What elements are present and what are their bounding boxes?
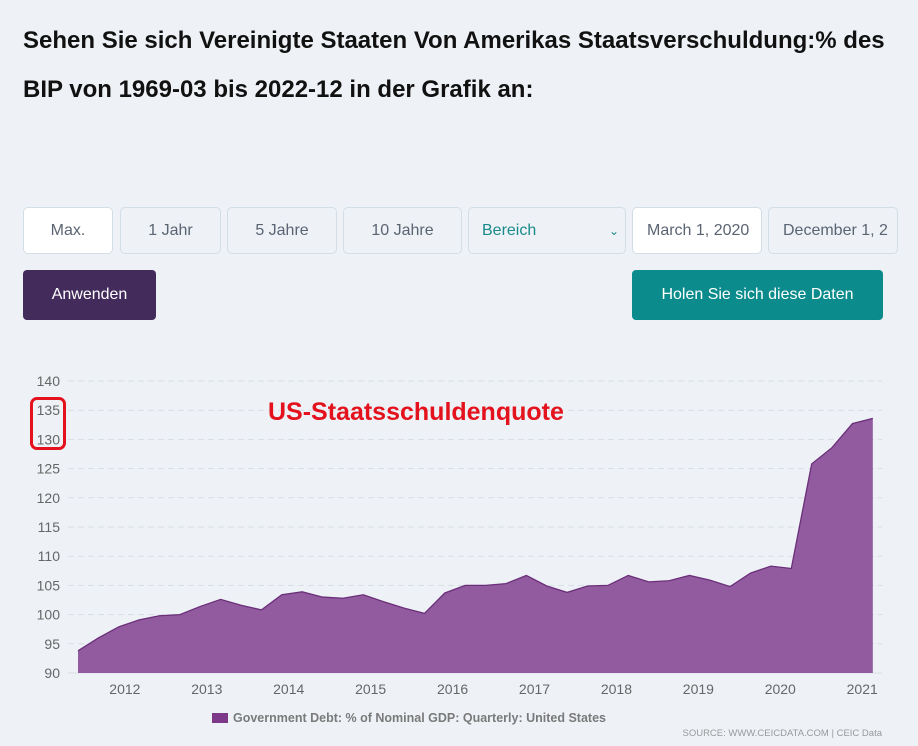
page-title: Sehen Sie sich Vereinigte Staaten Von Am… — [23, 27, 885, 103]
get-data-button[interactable]: Holen Sie sich diese Daten — [632, 270, 883, 320]
tick-highlight-box — [30, 397, 66, 450]
start-date-input[interactable]: March 1, 2020 — [632, 207, 762, 254]
range-select-value: Bereich — [482, 221, 537, 239]
y-tick-label: 90 — [44, 665, 60, 681]
range-1-year-button[interactable]: 1 Jahr — [120, 207, 221, 254]
range-select[interactable]: Bereich ⌄ — [468, 207, 626, 254]
x-tick-label: 2012 — [109, 681, 140, 697]
end-date-input[interactable]: December 1, 2 — [768, 207, 898, 254]
apply-button[interactable]: Anwenden — [23, 270, 156, 320]
chevron-down-icon: ⌄ — [608, 223, 619, 238]
area-series — [78, 418, 873, 673]
y-tick-label: 135 — [37, 402, 61, 418]
x-tick-label: 2013 — [191, 681, 222, 697]
y-tick-label: 125 — [37, 461, 61, 477]
range-5-years-button[interactable]: 5 Jahre — [227, 207, 337, 254]
y-tick-label: 115 — [38, 519, 61, 535]
x-tick-label: 2014 — [273, 681, 304, 697]
x-tick-label: 2018 — [601, 681, 632, 697]
y-tick-label: 105 — [37, 577, 61, 593]
x-tick-label: 2016 — [437, 681, 468, 697]
range-10-years-button[interactable]: 10 Jahre — [343, 207, 462, 254]
x-tick-label: 2019 — [683, 681, 714, 697]
y-tick-label: 130 — [37, 431, 61, 447]
series-line — [77, 417, 873, 652]
source-credit: SOURCE: WWW.CEICDATA.COM | CEIC Data — [682, 728, 882, 739]
y-tick-label: 120 — [37, 490, 61, 506]
x-tick-label: 2021 — [847, 681, 878, 697]
legend-label: Government Debt: % of Nominal GDP: Quart… — [233, 711, 606, 725]
y-tick-label: 140 — [37, 373, 61, 389]
x-tick-label: 2020 — [765, 681, 796, 697]
x-tick-label: 2017 — [519, 681, 550, 697]
legend-swatch — [212, 713, 228, 723]
legend[interactable]: Government Debt: % of Nominal GDP: Quart… — [212, 711, 606, 725]
y-tick-label: 100 — [37, 607, 61, 623]
chart-annotation: US-Staatsschuldenquote — [268, 398, 564, 426]
x-tick-label: 2015 — [355, 681, 386, 697]
y-tick-label: 95 — [44, 636, 60, 652]
y-tick-label: 110 — [38, 548, 61, 564]
range-max-button[interactable]: Max. — [23, 207, 113, 254]
